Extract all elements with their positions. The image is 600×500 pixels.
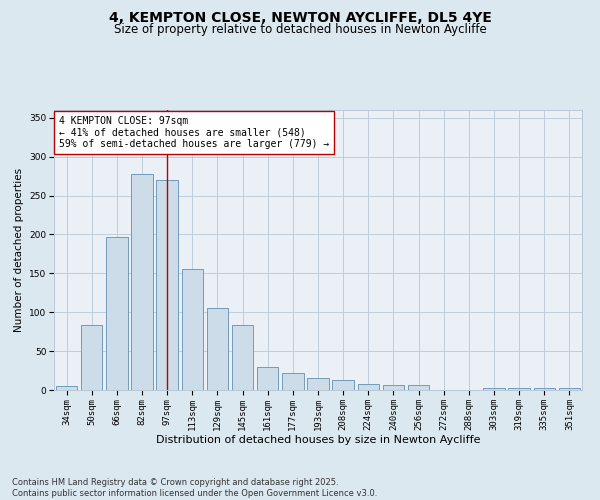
- Bar: [81, 326, 103, 390]
- Bar: [533, 388, 555, 390]
- Bar: [182, 270, 203, 390]
- Bar: [282, 373, 304, 390]
- X-axis label: Distribution of detached houses by size in Newton Aycliffe: Distribution of detached houses by size …: [156, 436, 480, 446]
- Bar: [257, 366, 278, 390]
- Bar: [358, 384, 379, 390]
- Bar: [232, 326, 253, 390]
- Bar: [157, 180, 178, 390]
- Bar: [56, 386, 77, 390]
- Bar: [207, 308, 228, 390]
- Bar: [508, 388, 530, 390]
- Text: Contains HM Land Registry data © Crown copyright and database right 2025.
Contai: Contains HM Land Registry data © Crown c…: [12, 478, 377, 498]
- Bar: [484, 388, 505, 390]
- Bar: [383, 384, 404, 390]
- Y-axis label: Number of detached properties: Number of detached properties: [14, 168, 23, 332]
- Bar: [559, 388, 580, 390]
- Text: 4 KEMPTON CLOSE: 97sqm
← 41% of detached houses are smaller (548)
59% of semi-de: 4 KEMPTON CLOSE: 97sqm ← 41% of detached…: [59, 116, 329, 149]
- Bar: [131, 174, 152, 390]
- Bar: [332, 380, 354, 390]
- Bar: [307, 378, 329, 390]
- Bar: [408, 384, 429, 390]
- Bar: [106, 237, 128, 390]
- Text: Size of property relative to detached houses in Newton Aycliffe: Size of property relative to detached ho…: [113, 24, 487, 36]
- Text: 4, KEMPTON CLOSE, NEWTON AYCLIFFE, DL5 4YE: 4, KEMPTON CLOSE, NEWTON AYCLIFFE, DL5 4…: [109, 10, 491, 24]
